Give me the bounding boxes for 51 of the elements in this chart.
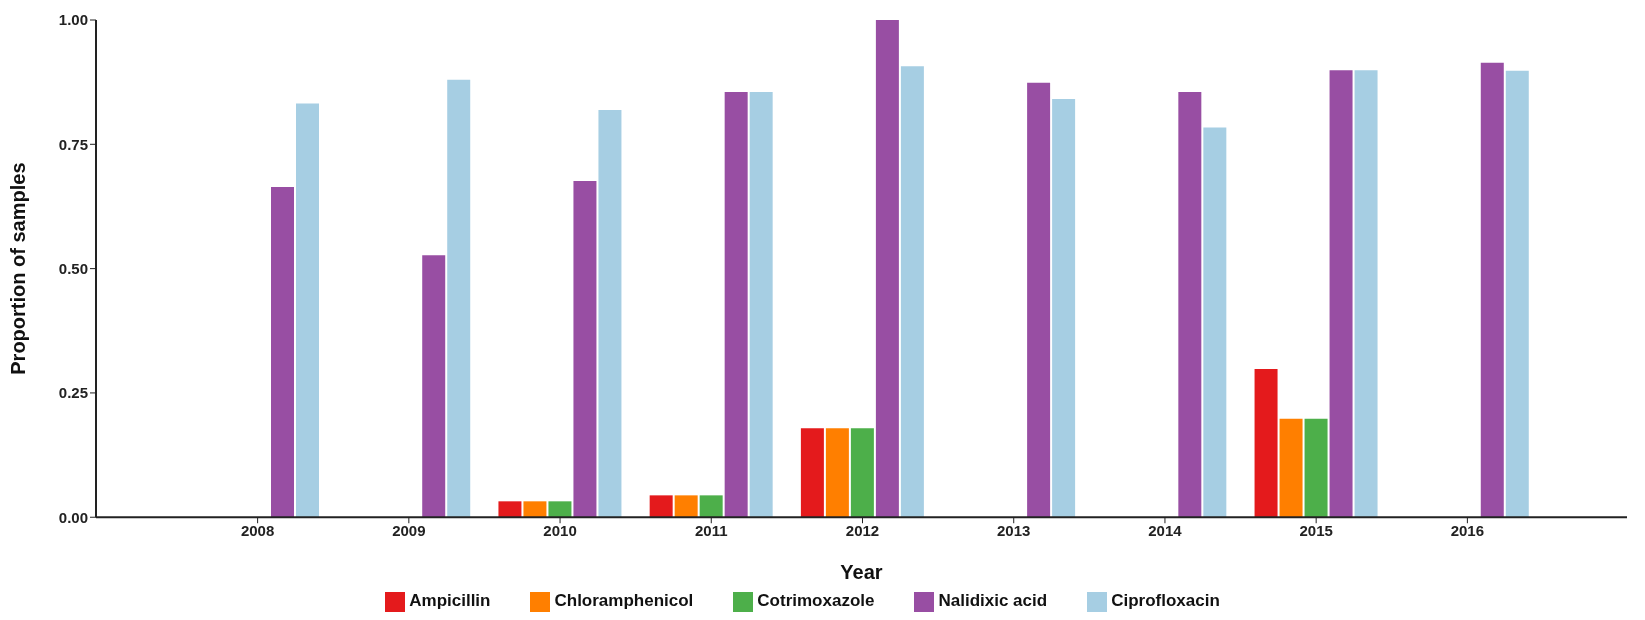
bar	[800, 428, 824, 518]
y-axis-title: Proportion of samples	[7, 162, 30, 375]
bar	[1203, 127, 1227, 518]
bar	[1329, 70, 1353, 518]
y-tick-label: 0.25	[58, 384, 88, 402]
x-tick-label: 2014	[1148, 521, 1183, 539]
x-tick-label: 2012	[845, 521, 880, 539]
y-tick-label: 1.00	[58, 11, 88, 29]
bar	[875, 20, 899, 518]
bar	[1505, 70, 1529, 518]
bar	[1027, 82, 1051, 518]
bar	[825, 428, 849, 518]
x-tick-label: 2016	[1450, 521, 1485, 539]
x-tick-label: 2010	[543, 521, 577, 539]
legend-label: Ciprofloxacin	[1111, 591, 1220, 611]
x-tick-label: 2015	[1299, 521, 1333, 539]
bar	[724, 92, 748, 518]
y-tick-label: 0.00	[58, 508, 88, 526]
bar	[1178, 92, 1202, 518]
legend-label: Nalidixic acid	[938, 591, 1048, 611]
x-axis-title: Year	[840, 561, 883, 584]
legend-label: Ampicillin	[409, 591, 491, 611]
bar	[1480, 62, 1504, 518]
bar	[573, 181, 597, 518]
bar	[1354, 70, 1378, 518]
bar	[422, 255, 446, 518]
bar	[1254, 369, 1278, 518]
y-tick-label: 0.75	[58, 135, 88, 153]
bar	[498, 501, 522, 518]
bar	[296, 103, 319, 518]
x-tick-label: 2009	[392, 521, 426, 539]
bar	[900, 66, 924, 518]
bar	[1052, 99, 1076, 518]
bar	[271, 187, 294, 518]
x-tick-label: 2008	[240, 521, 275, 539]
bar	[649, 495, 673, 518]
bar	[850, 428, 874, 518]
legend-label: Cotrimoxazole	[757, 591, 875, 611]
bar	[699, 495, 723, 518]
y-tick-label: 0.50	[58, 259, 88, 277]
bar	[447, 79, 471, 518]
bar	[1304, 418, 1328, 518]
x-tick-label: 2013	[997, 521, 1031, 539]
bar	[1279, 418, 1303, 518]
bar	[523, 501, 547, 518]
bar	[598, 110, 622, 518]
bar	[749, 92, 773, 518]
x-tick-label: 2011	[695, 521, 728, 539]
bar	[548, 501, 572, 518]
legend-label: Chloramphenicol	[554, 591, 694, 611]
bar	[674, 495, 698, 518]
